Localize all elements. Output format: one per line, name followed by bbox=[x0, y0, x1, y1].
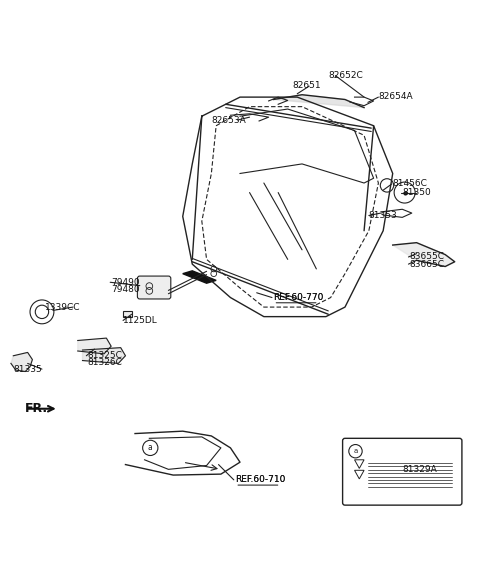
Text: 82651: 82651 bbox=[292, 81, 321, 90]
Text: 82653A: 82653A bbox=[211, 116, 246, 124]
Text: 82652C: 82652C bbox=[328, 71, 363, 80]
Text: REF.60-770: REF.60-770 bbox=[274, 293, 324, 302]
Text: 81350: 81350 bbox=[402, 188, 431, 197]
Text: FR.: FR. bbox=[25, 402, 48, 415]
Text: 1339CC: 1339CC bbox=[45, 302, 81, 312]
Text: 83665C: 83665C bbox=[409, 260, 444, 268]
Polygon shape bbox=[11, 353, 33, 372]
Text: 1125DL: 1125DL bbox=[123, 316, 158, 325]
FancyBboxPatch shape bbox=[343, 438, 462, 505]
Polygon shape bbox=[393, 242, 455, 267]
Polygon shape bbox=[83, 348, 125, 363]
Text: 79490: 79490 bbox=[111, 278, 140, 287]
Text: 81353: 81353 bbox=[369, 211, 397, 220]
Text: 79480: 79480 bbox=[111, 285, 140, 294]
Text: 83655C: 83655C bbox=[409, 252, 444, 262]
Polygon shape bbox=[183, 271, 216, 283]
Text: 81456C: 81456C bbox=[393, 180, 428, 188]
Text: REF.60-770: REF.60-770 bbox=[274, 293, 324, 302]
Text: a: a bbox=[148, 444, 153, 452]
Bar bbox=[123, 311, 132, 317]
FancyBboxPatch shape bbox=[137, 276, 171, 299]
Text: 81326C: 81326C bbox=[87, 358, 122, 367]
Polygon shape bbox=[274, 94, 364, 108]
Text: 81335: 81335 bbox=[13, 365, 42, 374]
Text: REF.60-710: REF.60-710 bbox=[235, 475, 286, 484]
Polygon shape bbox=[78, 338, 111, 354]
Text: 81325C: 81325C bbox=[87, 351, 122, 360]
Text: a: a bbox=[353, 448, 358, 454]
Text: REF.60-710: REF.60-710 bbox=[235, 475, 286, 484]
Text: 81329A: 81329A bbox=[402, 465, 437, 474]
Text: 82654A: 82654A bbox=[378, 92, 413, 101]
